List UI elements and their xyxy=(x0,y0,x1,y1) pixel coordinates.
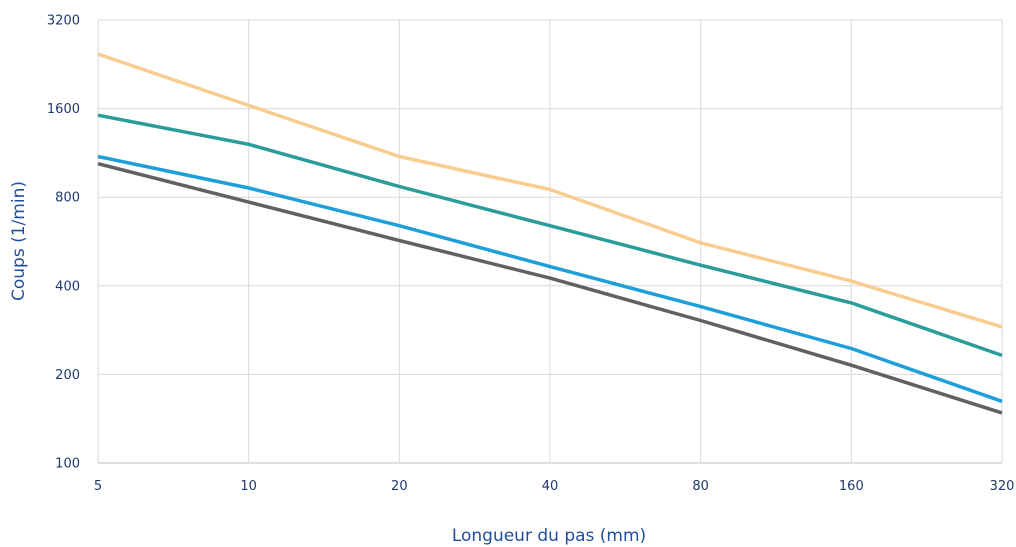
y-tick-label: 100 xyxy=(55,457,80,472)
y-tick-label: 800 xyxy=(55,191,80,206)
y-axis-title: Coups (1/min) xyxy=(9,181,29,301)
y-tick-label: 200 xyxy=(55,368,80,383)
y-tick-label: 3200 xyxy=(47,14,80,29)
series-line-2 xyxy=(97,113,1003,358)
x-tick-label: 80 xyxy=(692,479,709,494)
series-line-3 xyxy=(97,154,1003,403)
series-line-1 xyxy=(97,52,1003,329)
y-tick-label: 1600 xyxy=(47,102,80,117)
x-axis-ticks: 5 10 20 40 80 160 320 xyxy=(94,479,1015,494)
chart-series xyxy=(97,52,1003,415)
x-tick-label: 5 xyxy=(94,479,102,494)
x-tick-label: 320 xyxy=(990,479,1015,494)
x-tick-label: 20 xyxy=(391,479,408,494)
x-tick-label: 160 xyxy=(839,479,864,494)
x-axis-title: Longueur du pas (mm) xyxy=(452,526,646,546)
y-axis-ticks: 100 200 400 800 1600 3200 xyxy=(47,14,80,472)
x-tick-label: 40 xyxy=(542,479,559,494)
y-tick-label: 400 xyxy=(55,279,80,294)
series-line-4 xyxy=(97,162,1003,415)
x-tick-label: 10 xyxy=(240,479,257,494)
chart-grid xyxy=(97,19,1003,464)
